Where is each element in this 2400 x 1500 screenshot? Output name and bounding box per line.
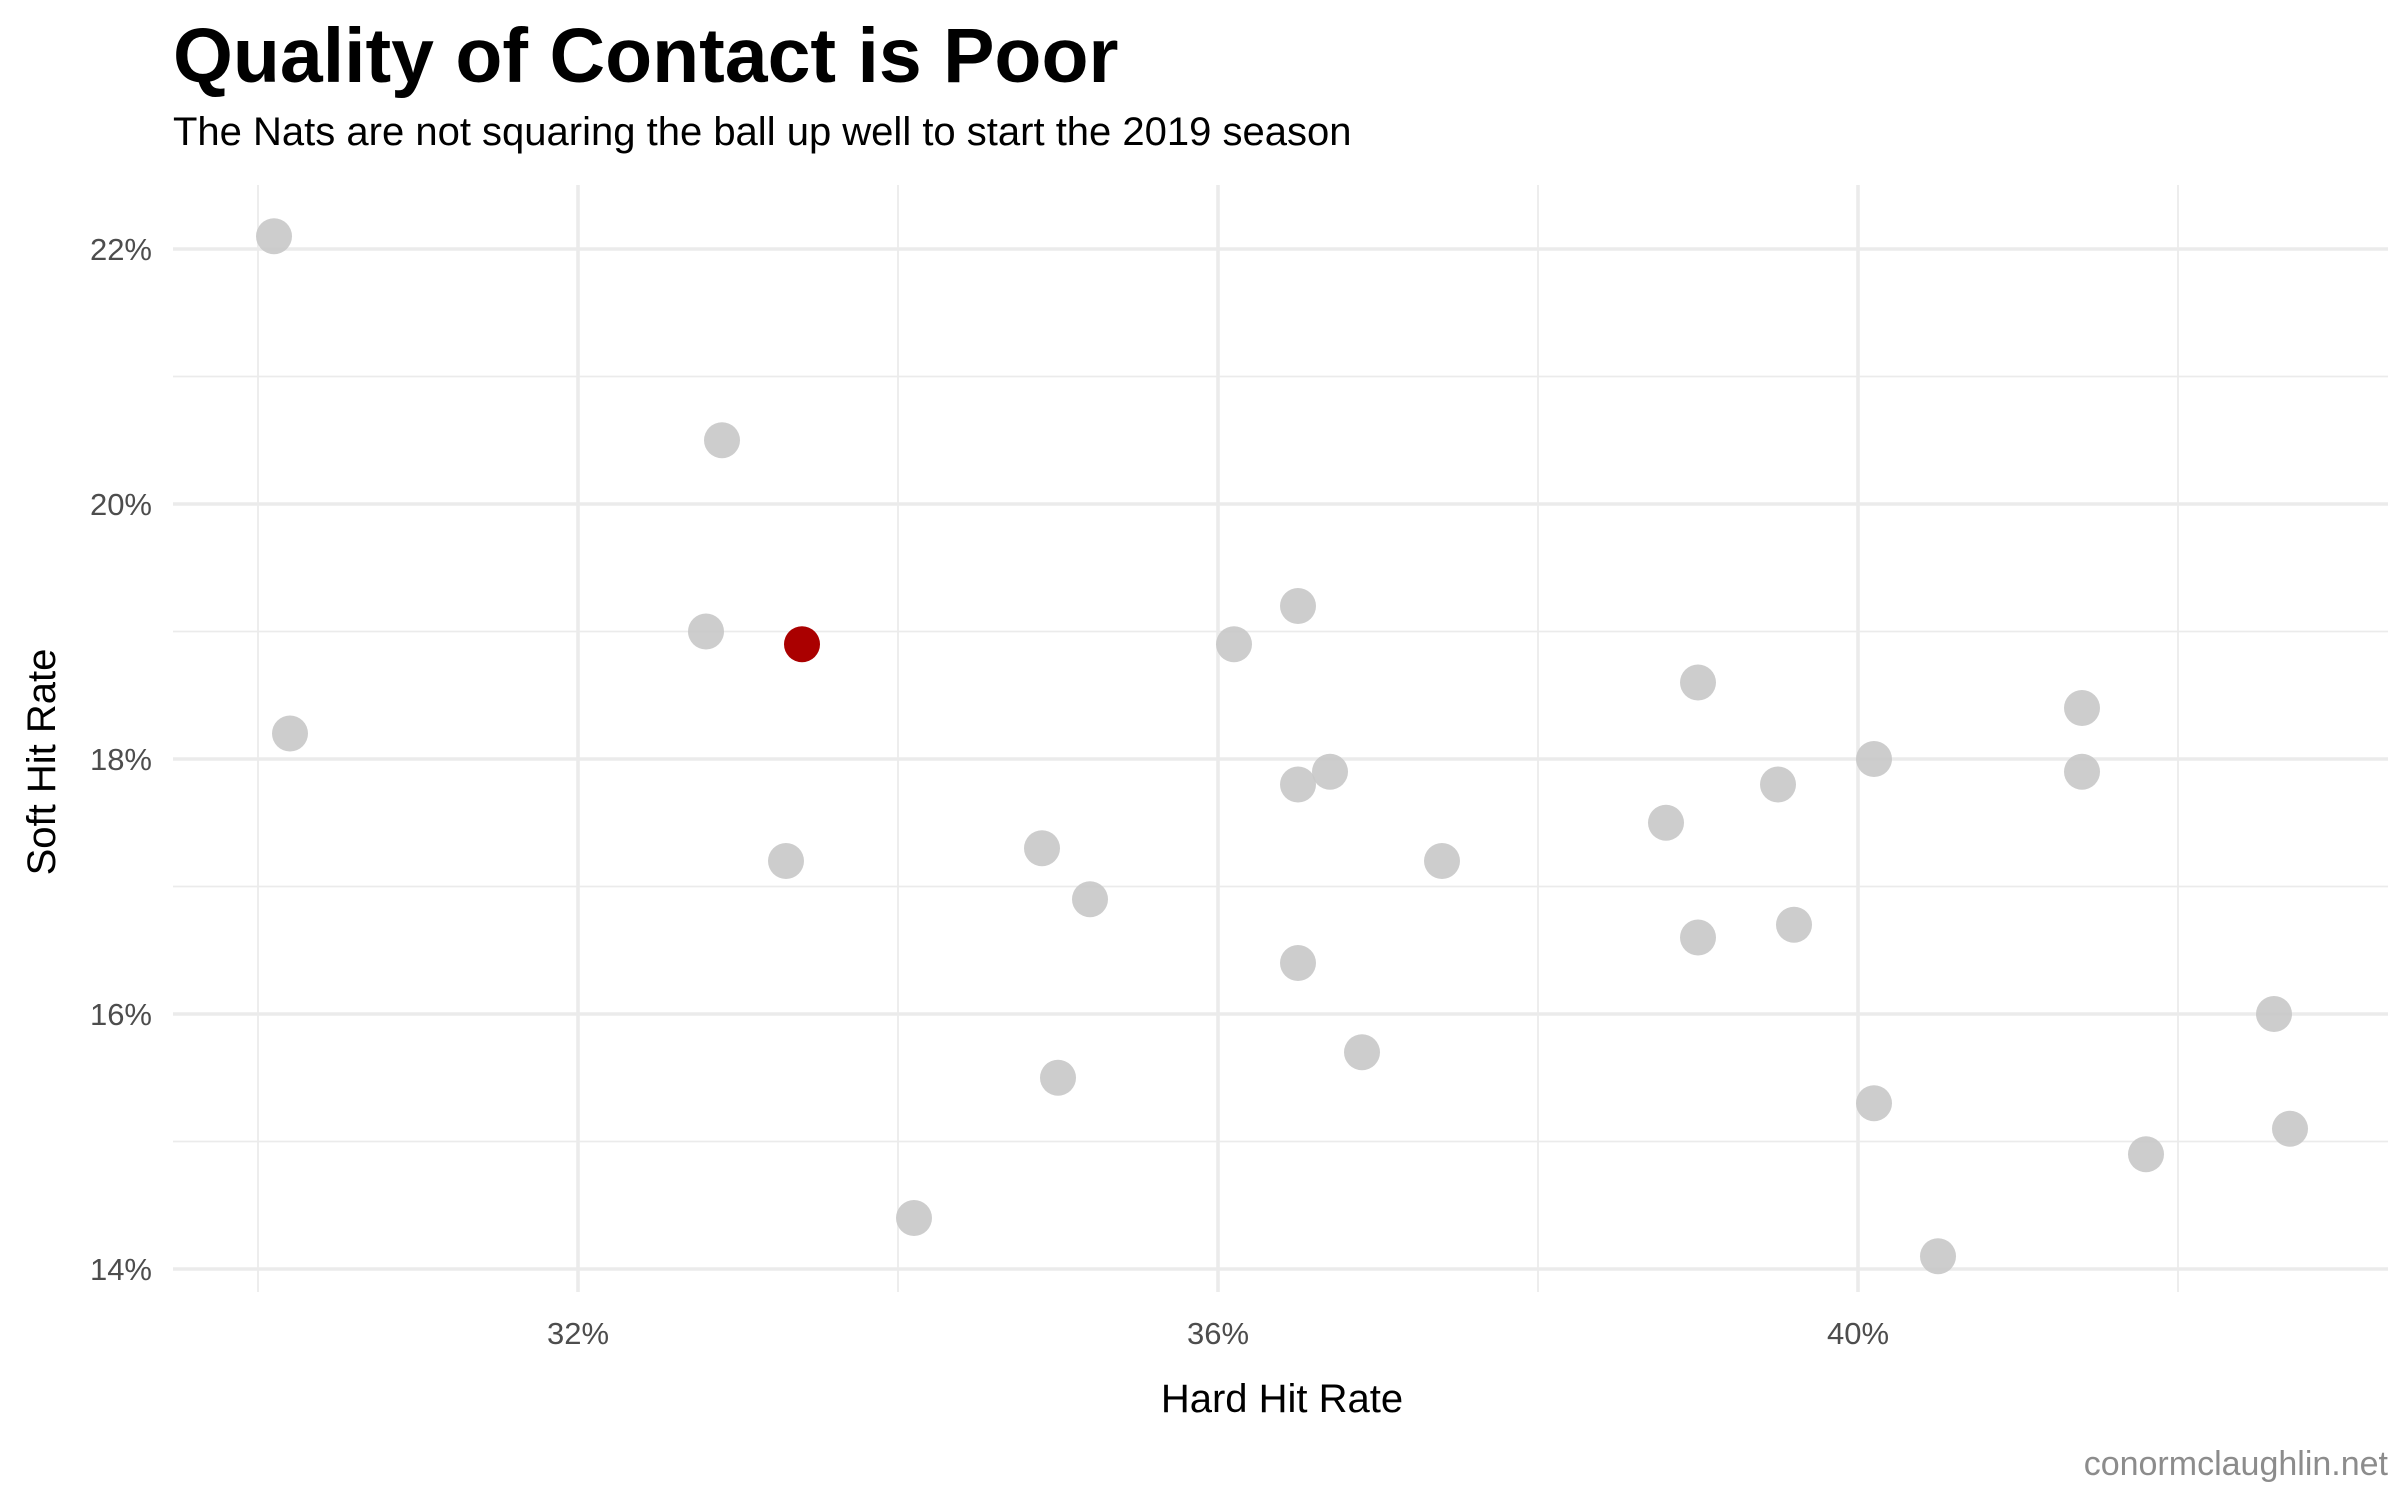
- data-point: [1760, 766, 1796, 803]
- data-point: [1920, 1238, 1956, 1275]
- chart-subtitle: The Nats are not squaring the ball up we…: [173, 110, 1352, 154]
- data-point: [2256, 996, 2292, 1032]
- y-tick-label: 16%: [90, 997, 152, 1032]
- data-point: [1344, 1034, 1380, 1071]
- data-point: [1040, 1059, 1076, 1096]
- data-point: [1856, 1085, 1892, 1122]
- data-point: [1312, 753, 1348, 790]
- y-tick-label: 18%: [90, 742, 152, 777]
- data-point: [1424, 843, 1460, 879]
- data-point: [688, 613, 724, 650]
- y-axis-title: Soft Hit Rate: [20, 649, 64, 876]
- data-point: [2064, 753, 2100, 790]
- y-tick-label: 22%: [90, 232, 152, 267]
- x-axis-title: Hard Hit Rate: [1161, 1377, 1403, 1421]
- y-axis-ticks: 14% 16% 18% 20% 22%: [90, 232, 152, 1287]
- x-tick-label: 32%: [547, 1316, 609, 1351]
- data-points: [256, 218, 2308, 1275]
- data-point: [2272, 1110, 2308, 1147]
- data-point: [256, 218, 292, 255]
- data-point: [1856, 741, 1892, 777]
- y-tick-label: 20%: [90, 487, 152, 522]
- highlight-data-point: [784, 626, 820, 663]
- data-point: [1680, 664, 1716, 701]
- major-gridlines: [173, 185, 2388, 1292]
- data-point: [1680, 919, 1716, 956]
- x-axis-ticks: 32% 36% 40%: [547, 1316, 1889, 1351]
- minor-gridlines: [173, 185, 2388, 1292]
- data-point: [1280, 588, 1316, 624]
- y-tick-label: 14%: [90, 1252, 152, 1287]
- data-point: [896, 1200, 932, 1236]
- data-point: [1280, 766, 1316, 803]
- data-point: [272, 715, 308, 752]
- source-caption: conormclaughlin.net: [2083, 1445, 2388, 1483]
- data-point: [2064, 690, 2100, 726]
- data-point: [1776, 906, 1812, 943]
- data-point: [1072, 881, 1108, 918]
- data-point: [2128, 1136, 2164, 1173]
- data-point: [1216, 626, 1252, 663]
- x-tick-label: 36%: [1187, 1316, 1249, 1351]
- data-point: [768, 843, 804, 879]
- data-point: [1024, 830, 1060, 867]
- chart-title: Quality of Contact is Poor: [173, 13, 1119, 99]
- data-point: [1648, 804, 1684, 841]
- data-point: [1280, 945, 1316, 981]
- x-tick-label: 40%: [1827, 1316, 1889, 1351]
- data-point: [704, 422, 740, 459]
